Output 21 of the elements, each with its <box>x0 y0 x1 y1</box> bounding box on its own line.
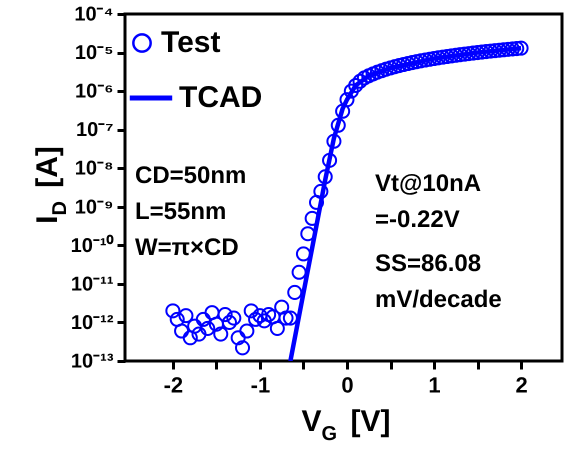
y-tick-label: 10⁻⁶ <box>75 80 114 103</box>
y-tick-label: 10⁻⁴ <box>74 4 114 26</box>
y-axis-title: ID [A] <box>31 146 71 224</box>
y-tick-label: 10⁻⁸ <box>74 158 114 180</box>
y-tick-label: 10⁻⁹ <box>74 196 114 218</box>
y-tick-label: 10⁻¹¹ <box>70 273 114 296</box>
x-tick-label: 1 <box>428 372 441 398</box>
y-tick-label: 10⁻¹⁰ <box>70 234 114 257</box>
annotation: Vt@10nA =-0.22V <box>375 170 482 233</box>
y-tick-label: 10⁻¹³ <box>70 350 114 372</box>
y-tick-label: 10⁻¹² <box>70 312 114 334</box>
x-tick-label: 0 <box>341 372 354 398</box>
legend-label: TCAD <box>179 81 262 114</box>
x-tick-label: 2 <box>515 372 528 398</box>
x-tick-label: -1 <box>250 372 270 398</box>
annotation: CD=50nm L=55nm W=π×CD <box>135 162 246 261</box>
x-tick-label: -2 <box>164 372 184 398</box>
y-tick-label: 10⁻⁷ <box>76 119 114 142</box>
legend-label: Test <box>161 26 220 59</box>
y-tick-label: 10⁻⁵ <box>74 42 114 64</box>
annotation: SS=86.08 mV/decade <box>375 250 502 313</box>
